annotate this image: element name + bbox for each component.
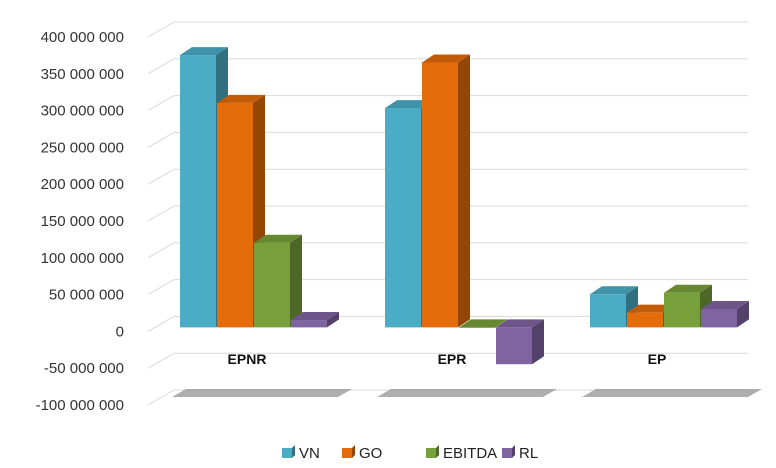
bar-front xyxy=(180,55,216,328)
gridline-depth xyxy=(147,205,175,222)
bar-front xyxy=(385,108,421,328)
bar-go-epr xyxy=(422,54,470,328)
y-tick-label: 150 000 000 xyxy=(41,213,124,230)
bar-front xyxy=(459,327,495,328)
legend-label: VN xyxy=(299,445,320,462)
bar-front xyxy=(701,309,737,328)
bar-top xyxy=(180,47,228,56)
legend-swatch-side xyxy=(352,445,355,458)
bar-rl-epnr xyxy=(291,312,339,328)
legend: VN GO EBITDA RL xyxy=(282,445,538,462)
legend-swatch xyxy=(342,448,352,458)
y-tick-label: -50 000 000 xyxy=(44,360,124,377)
bar-rl-epr xyxy=(496,319,544,365)
y-tick-label: 200 000 000 xyxy=(41,176,124,193)
gridline-depth xyxy=(147,389,175,406)
gridline-depth xyxy=(147,315,175,332)
legend-item-vn: VN xyxy=(282,445,320,462)
legend-swatch-side xyxy=(292,445,295,458)
gridline-depth xyxy=(147,95,175,112)
y-tick-label: 400 000 000 xyxy=(41,29,124,46)
legend-swatch xyxy=(502,448,512,458)
floor-shadow xyxy=(172,389,762,397)
gridline-depth xyxy=(147,242,175,259)
floor-shadow-segment xyxy=(377,389,557,397)
bar-front xyxy=(627,312,663,328)
bar-front xyxy=(291,320,327,328)
legend-swatch xyxy=(426,448,436,458)
legend-label: GO xyxy=(359,445,382,462)
bar-front xyxy=(254,242,290,328)
category-label: EPNR xyxy=(228,351,267,367)
gridline-depth xyxy=(147,58,175,75)
bar-side xyxy=(327,312,339,328)
y-tick-label: 250 000 000 xyxy=(41,139,124,156)
bar-front xyxy=(590,294,626,328)
y-tick-label: -100 000 000 xyxy=(36,397,124,414)
bar-rl-ep xyxy=(701,301,749,328)
bar-front xyxy=(217,102,253,328)
bar-ebitda-epnr xyxy=(254,234,302,328)
bar-top xyxy=(496,319,544,328)
y-axis-ticks: 400 000 000 350 000 000 300 000 000 250 000… xyxy=(36,29,124,414)
category-labels: EPNR EPR EP xyxy=(228,351,667,367)
floor-shadow-segment xyxy=(172,389,352,397)
bar-top xyxy=(422,54,470,63)
gridline-depth xyxy=(147,168,175,185)
bar-front xyxy=(664,292,700,328)
gridline-depth xyxy=(147,131,175,148)
bar-front xyxy=(422,62,458,328)
bar-side xyxy=(495,319,507,328)
gridline-depth xyxy=(147,21,175,38)
legend-swatch xyxy=(282,448,292,458)
y-tick-label: 300 000 000 xyxy=(41,103,124,120)
bar-side xyxy=(290,234,302,328)
bar-top xyxy=(459,319,507,328)
legend-label: RL xyxy=(519,445,538,462)
legend-item-ebitda: EBITDA xyxy=(426,445,497,462)
floor-shadow-segment xyxy=(582,389,762,397)
category-label: EP xyxy=(648,351,667,367)
bar-front xyxy=(496,327,532,365)
bar-top xyxy=(664,284,712,293)
bar-ebitda-epr xyxy=(459,319,507,328)
legend-label: EBITDA xyxy=(443,445,497,462)
bar-top xyxy=(385,100,433,109)
legend-item-go: GO xyxy=(342,445,382,462)
bar-top xyxy=(590,286,638,295)
bars xyxy=(180,47,749,365)
bar-side xyxy=(532,319,544,365)
legend-swatch-side xyxy=(512,445,515,458)
legend-item-rl: RL xyxy=(502,445,538,462)
y-tick-label: 100 000 000 xyxy=(41,250,124,267)
gridline-depth xyxy=(147,279,175,296)
y-tick-label: 350 000 000 xyxy=(41,66,124,83)
bar-top xyxy=(291,312,339,321)
bar-side xyxy=(458,54,470,328)
bar-top xyxy=(217,94,265,103)
y-tick-label: 50 000 000 xyxy=(49,287,124,304)
bar-top xyxy=(701,301,749,309)
bar-top xyxy=(254,234,302,243)
legend-swatch-side xyxy=(436,445,439,458)
category-label: EPR xyxy=(438,351,467,367)
y-tick-label: 0 xyxy=(116,323,124,340)
bar-top xyxy=(627,304,675,313)
bar-side xyxy=(737,301,749,328)
gridline-depth xyxy=(147,352,175,369)
